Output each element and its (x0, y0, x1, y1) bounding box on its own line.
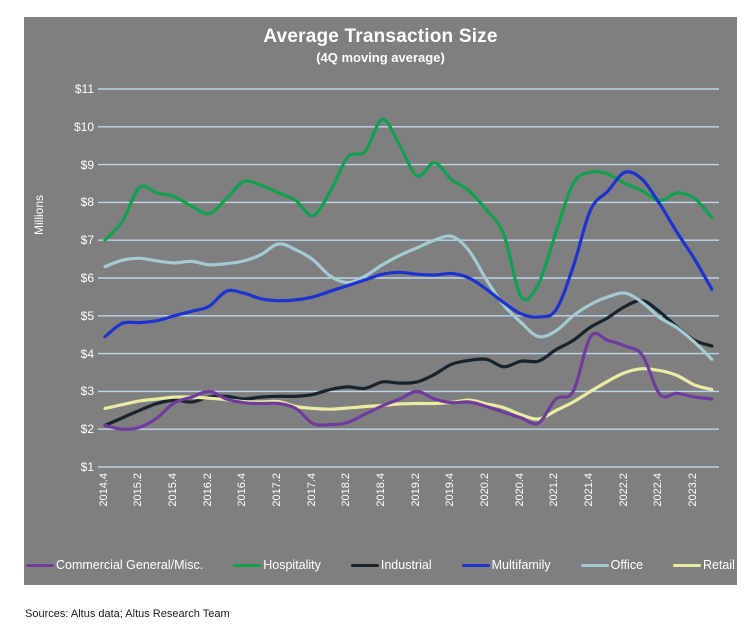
y-tick-label: $5 (80, 308, 94, 323)
legend-label: Office (610, 558, 644, 572)
legend-label: Retail (702, 558, 735, 572)
x-tick-label: 2021.4 (583, 473, 596, 507)
x-tick-label: 2018.2 (340, 473, 353, 507)
x-tick-label: 2015.4 (166, 473, 179, 507)
legend-item: Retail (672, 558, 735, 572)
legend-label: Hospitality (263, 558, 321, 572)
series-line-commercial-general-misc (103, 331, 714, 431)
legend-item: Industrial (350, 558, 432, 572)
legend-item: Hospitality (233, 558, 321, 572)
y-tick-label: $7 (80, 233, 94, 248)
x-tick-label: 2022.4 (652, 473, 665, 507)
y-tick-label: $11 (74, 82, 94, 96)
chart-title: Average Transaction Size (263, 26, 498, 47)
chart-subtitle: (4Q moving average) (316, 50, 445, 65)
y-tick-label: $3 (80, 384, 94, 399)
x-tick-label: 2016.4 (236, 473, 249, 507)
legend-swatch-icon (233, 563, 262, 567)
legend-item: Office (580, 558, 644, 572)
x-tick-label: 2020.2 (478, 473, 491, 507)
legend-label: Commercial General/Misc. (56, 558, 204, 572)
x-tick-label: 2021.2 (548, 473, 561, 507)
legend-swatch-icon (461, 563, 490, 567)
x-tick-label: 2020.4 (513, 473, 526, 507)
series-line-retail (103, 367, 714, 421)
x-tick-label: 2022.2 (617, 473, 630, 507)
y-tick-label: $4 (80, 346, 94, 361)
legend-item: Commercial General/Misc. (26, 558, 203, 572)
x-tick-label: 2014.4 (97, 473, 110, 507)
legend-item: Multifamily (461, 558, 551, 572)
x-tick-label: 2015.2 (132, 473, 145, 507)
series-line-office (103, 234, 714, 361)
x-tick-label: 2017.2 (270, 473, 283, 507)
y-tick-label: $2 (80, 422, 94, 437)
x-tick-label: 2023.2 (687, 473, 700, 507)
legend-swatch-icon (580, 563, 609, 567)
x-tick-label: 2018.4 (374, 473, 387, 507)
y-tick-label: $10 (73, 119, 94, 134)
legend-label: Multifamily (491, 558, 551, 572)
legend: Commercial General/Misc. Hospitality Indus… (26, 558, 735, 572)
y-tick-label: $6 (80, 271, 94, 285)
source-note: Sources: Altus data; Altus Research Team (25, 608, 230, 620)
legend-swatch-icon (26, 563, 54, 567)
legend-label: Industrial (380, 558, 432, 572)
x-tick-label: 2017.4 (305, 473, 318, 507)
y-tick-label: $1 (80, 460, 94, 474)
series-line-industrial (103, 298, 714, 427)
series-line-multifamily (103, 170, 714, 339)
legend-swatch-icon (672, 563, 701, 567)
x-tick-label: 2016.2 (201, 473, 214, 507)
x-tick-label: 2019.4 (444, 473, 457, 507)
y-tick-label: $9 (80, 157, 94, 172)
series-line-hospitality (103, 117, 714, 302)
chart-panel: Average Transaction Size (4Q moving aver… (24, 17, 737, 585)
x-tick-label: 2019.2 (409, 473, 422, 507)
line-chart (98, 88, 719, 468)
y-tick-label: $8 (80, 195, 94, 210)
legend-swatch-icon (350, 563, 379, 567)
